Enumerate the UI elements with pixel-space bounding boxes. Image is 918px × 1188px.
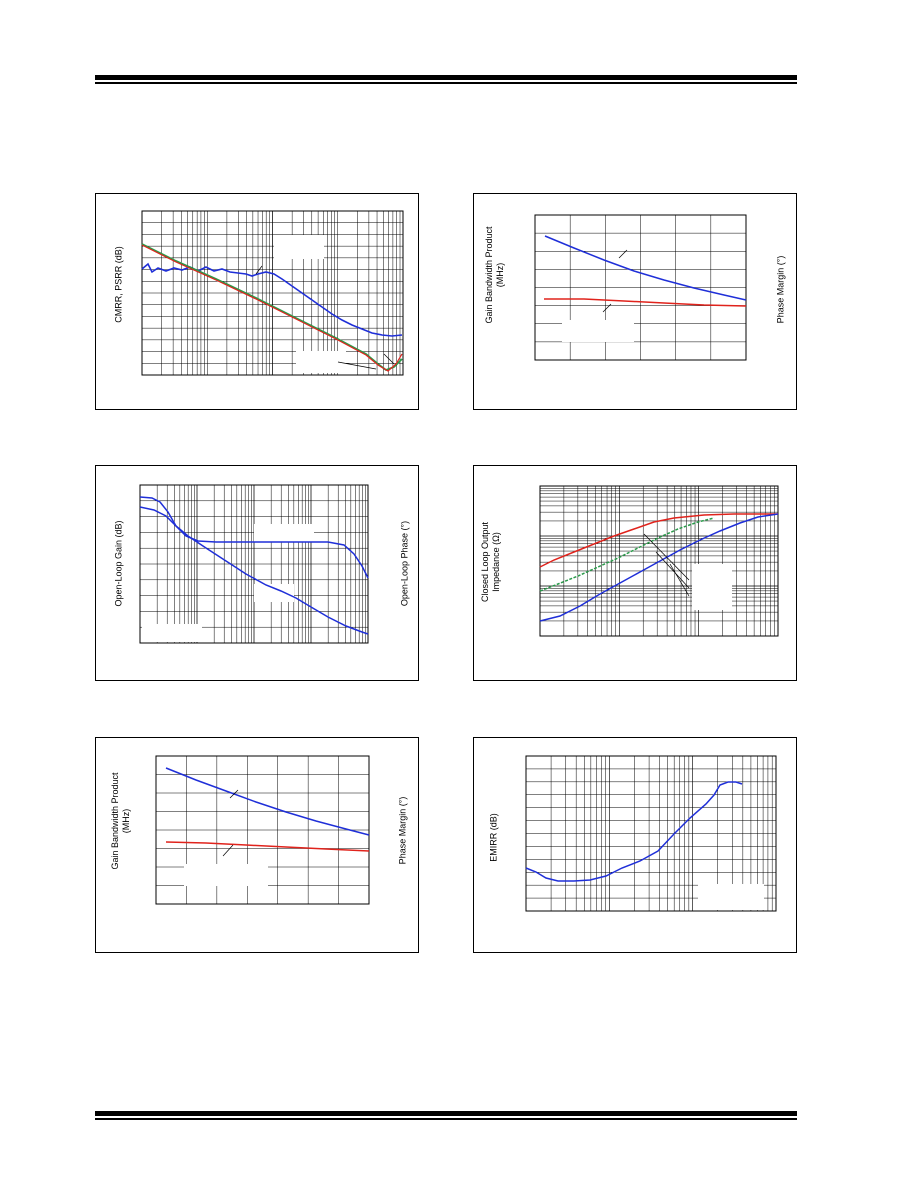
plot-gbwp-phase-1: [534, 214, 747, 361]
plot-emirr: [525, 755, 777, 912]
phase-margin-curve: [544, 298, 747, 307]
impedance-red-curve: [539, 513, 778, 568]
chart-panel-emirr: EMIRR (dB): [473, 737, 797, 953]
plot-gbwp-phase-2: [155, 755, 370, 905]
chart-panel-cmrr-psrr: CMRR, PSRR (dB): [95, 193, 419, 410]
psrr-plus-curve: [141, 243, 403, 372]
psrr-minus-curve: [141, 244, 403, 372]
plot-open-loop: [139, 484, 369, 644]
phase-margin-curve: [165, 841, 370, 852]
footer-rule-thick: [95, 1111, 797, 1116]
chart-panel-output-impedance: Closed Loop Output Impedance (Ω): [473, 465, 797, 681]
open-loop-gain-curve: [139, 506, 369, 635]
header-rule-thin: [95, 82, 797, 84]
gbwp-curve: [165, 767, 370, 836]
chart-panel-gbwp-phase-1: Gain Bandwidth Product (MHz) Phase Margin…: [473, 193, 797, 410]
impedance-blue-curve: [539, 513, 779, 622]
cmrr-curve: [141, 262, 403, 337]
chart-panel-open-loop: Open-Loop Gain (dB) Open-Loop Phase (°): [95, 465, 419, 681]
plot-output-impedance: [539, 485, 779, 637]
open-loop-phase-curve: [139, 496, 369, 579]
emirr-curve: [525, 781, 743, 882]
impedance-green-curve: [539, 517, 715, 592]
footer-rule-thin: [95, 1118, 797, 1120]
plot-cmrr-psrr: [141, 210, 404, 376]
chart-panel-gbwp-phase-2: Gain Bandwidth Product (MHz) Phase Margin…: [95, 737, 419, 953]
header-rule-thick: [95, 75, 797, 80]
gbwp-curve: [544, 235, 747, 301]
